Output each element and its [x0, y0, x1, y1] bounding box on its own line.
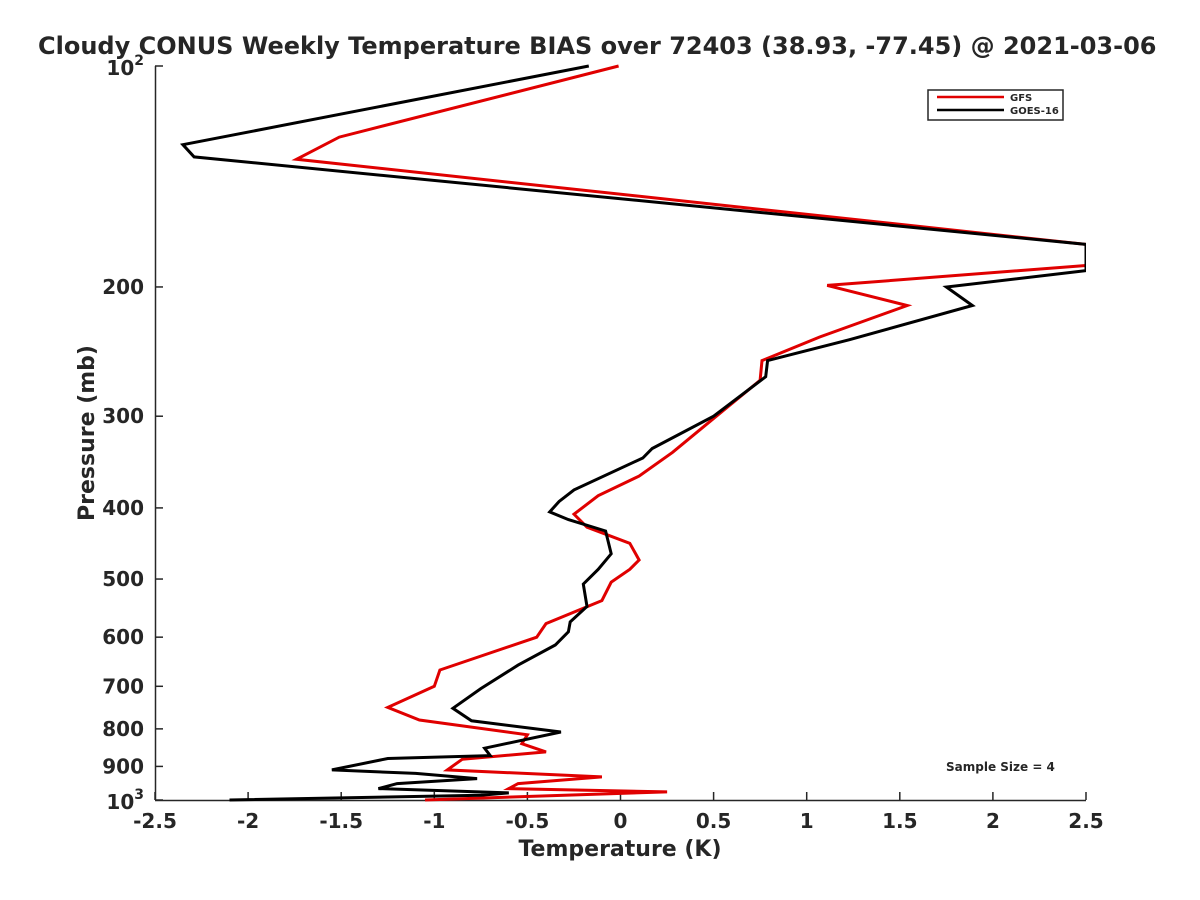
y-tick-label: 700 [102, 674, 144, 698]
y-axis-label: Pressure (mb) [75, 345, 100, 521]
y-tick-label: 500 [102, 567, 144, 591]
x-tick-label: -2.5 [133, 809, 177, 833]
x-tick-label: 1 [800, 809, 814, 833]
series-line-goes16 [179, 64, 1086, 802]
x-tick-label: 1.5 [882, 809, 917, 833]
x-tick-label: 0 [614, 809, 628, 833]
legend-box [927, 89, 1064, 121]
legend-label-goes16: GOES-16 [1010, 106, 1059, 117]
x-axis-label: Temperature (K) [518, 837, 721, 862]
y-tick-label: 102 [106, 53, 144, 80]
x-tick-label: 2.5 [1068, 809, 1103, 833]
y-tick-label: 200 [102, 275, 144, 299]
y-tick-label: 103 [106, 787, 144, 814]
chart-title: Cloudy CONUS Weekly Temperature BIAS ove… [38, 32, 1156, 60]
y-tick-label: 900 [102, 754, 144, 778]
x-tick-label: -0.5 [506, 809, 550, 833]
y-tick-label: 800 [102, 717, 144, 741]
x-tick-group: -2.5 -2 -1.5 -1 -0.5 0 0.5 1 1.5 2 2.5 [133, 792, 1104, 833]
y-tick-label: 400 [102, 496, 144, 520]
y-tick-label: 300 [102, 404, 144, 428]
series-layer [179, 64, 1086, 802]
y-tick-group: 200 300 400 500 600 700 800 900 102 103 [102, 53, 163, 814]
series-line-gfs [291, 64, 1086, 802]
x-tick-label: 2 [986, 809, 1000, 833]
x-tick-label: -2 [237, 809, 259, 833]
x-tick-label: 0.5 [696, 809, 731, 833]
x-tick-label: -1 [423, 809, 445, 833]
y-tick-label: 600 [102, 625, 144, 649]
legend-label-gfs: GFS [1010, 93, 1032, 104]
x-tick-label: -1.5 [319, 809, 363, 833]
legend: GFS GOES-16 [927, 89, 1064, 121]
sample-size-annotation: Sample Size = 4 [946, 760, 1055, 774]
